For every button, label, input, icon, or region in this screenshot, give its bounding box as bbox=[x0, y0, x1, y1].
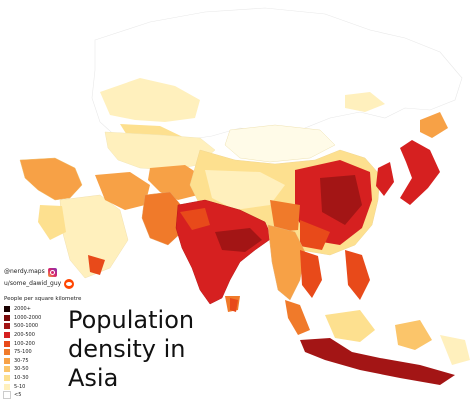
credits: @nerdy.maps u/some_dawid_guy bbox=[4, 266, 75, 290]
title-line-1: Population bbox=[68, 306, 195, 334]
mongolia-region bbox=[224, 124, 336, 163]
india-region bbox=[175, 199, 273, 312]
legend-item: 30-75 bbox=[4, 357, 81, 366]
legend-swatch bbox=[4, 314, 10, 321]
legend-item: 75-100 bbox=[4, 348, 81, 357]
southeast-asia-region bbox=[267, 224, 470, 385]
legend-swatch bbox=[4, 383, 10, 390]
legend-label: 10-30 bbox=[14, 375, 29, 382]
legend-title: People per square kilometre bbox=[4, 296, 82, 302]
legend-label: 500-1000 bbox=[14, 323, 39, 330]
legend-item: 200-500 bbox=[4, 331, 81, 340]
instagram-icon bbox=[47, 267, 57, 277]
legend-swatch bbox=[4, 323, 10, 330]
legend-label: 30-75 bbox=[14, 357, 29, 364]
afghanistan-pakistan-region bbox=[141, 191, 186, 246]
middle-east-region bbox=[19, 157, 150, 279]
legend-item: 5-10 bbox=[4, 382, 81, 391]
legend-label: <5 bbox=[14, 392, 22, 399]
legend-label: 200-500 bbox=[14, 332, 35, 339]
legend-label: 30-50 bbox=[14, 366, 29, 373]
legend-swatch bbox=[4, 375, 10, 382]
legend-swatch bbox=[4, 357, 10, 364]
korea-japan-region bbox=[376, 112, 448, 205]
legend: People per square kilometre 2000+ 1000-20… bbox=[3, 296, 82, 400]
legend-item: 10-30 bbox=[4, 374, 81, 383]
central-asia-region bbox=[104, 131, 216, 200]
legend-label: 100-200 bbox=[14, 340, 35, 347]
legend-item: 1000-2000 bbox=[4, 314, 81, 323]
instagram-handle: @nerdy.maps bbox=[4, 268, 45, 275]
legend-swatch bbox=[4, 366, 10, 373]
legend-swatch bbox=[4, 306, 10, 313]
legend-label: 5-10 bbox=[14, 383, 26, 390]
map-title: Population density in Asia bbox=[68, 306, 194, 393]
legend-label: 2000+ bbox=[14, 306, 31, 313]
reddit-handle: u/some_dawid_guy bbox=[4, 280, 62, 287]
legend-swatch bbox=[4, 349, 10, 356]
legend-swatch bbox=[4, 332, 10, 339]
legend-label: 75-100 bbox=[14, 349, 32, 356]
legend-item: 500-1000 bbox=[4, 322, 81, 331]
title-line-3: Asia bbox=[68, 364, 119, 392]
reddit-credit: u/some_dawid_guy bbox=[4, 278, 75, 290]
legend-items: 2000+ 1000-2000 500-1000 200-500 100-200 75-1… bbox=[3, 305, 81, 400]
legend-swatch bbox=[3, 391, 11, 400]
legend-item: 100-200 bbox=[4, 339, 81, 348]
legend-item: 30-50 bbox=[4, 365, 81, 374]
legend-label: 1000-2000 bbox=[14, 314, 42, 321]
instagram-credit: @nerdy.maps bbox=[4, 266, 74, 278]
reddit-icon bbox=[64, 279, 75, 289]
sri-lanka-region bbox=[230, 298, 238, 312]
legend-item: 2000+ bbox=[4, 305, 81, 314]
legend-item: <5 bbox=[3, 391, 81, 400]
title-line-2: density in bbox=[68, 335, 186, 363]
legend-swatch bbox=[4, 340, 10, 347]
china-region bbox=[189, 149, 381, 256]
